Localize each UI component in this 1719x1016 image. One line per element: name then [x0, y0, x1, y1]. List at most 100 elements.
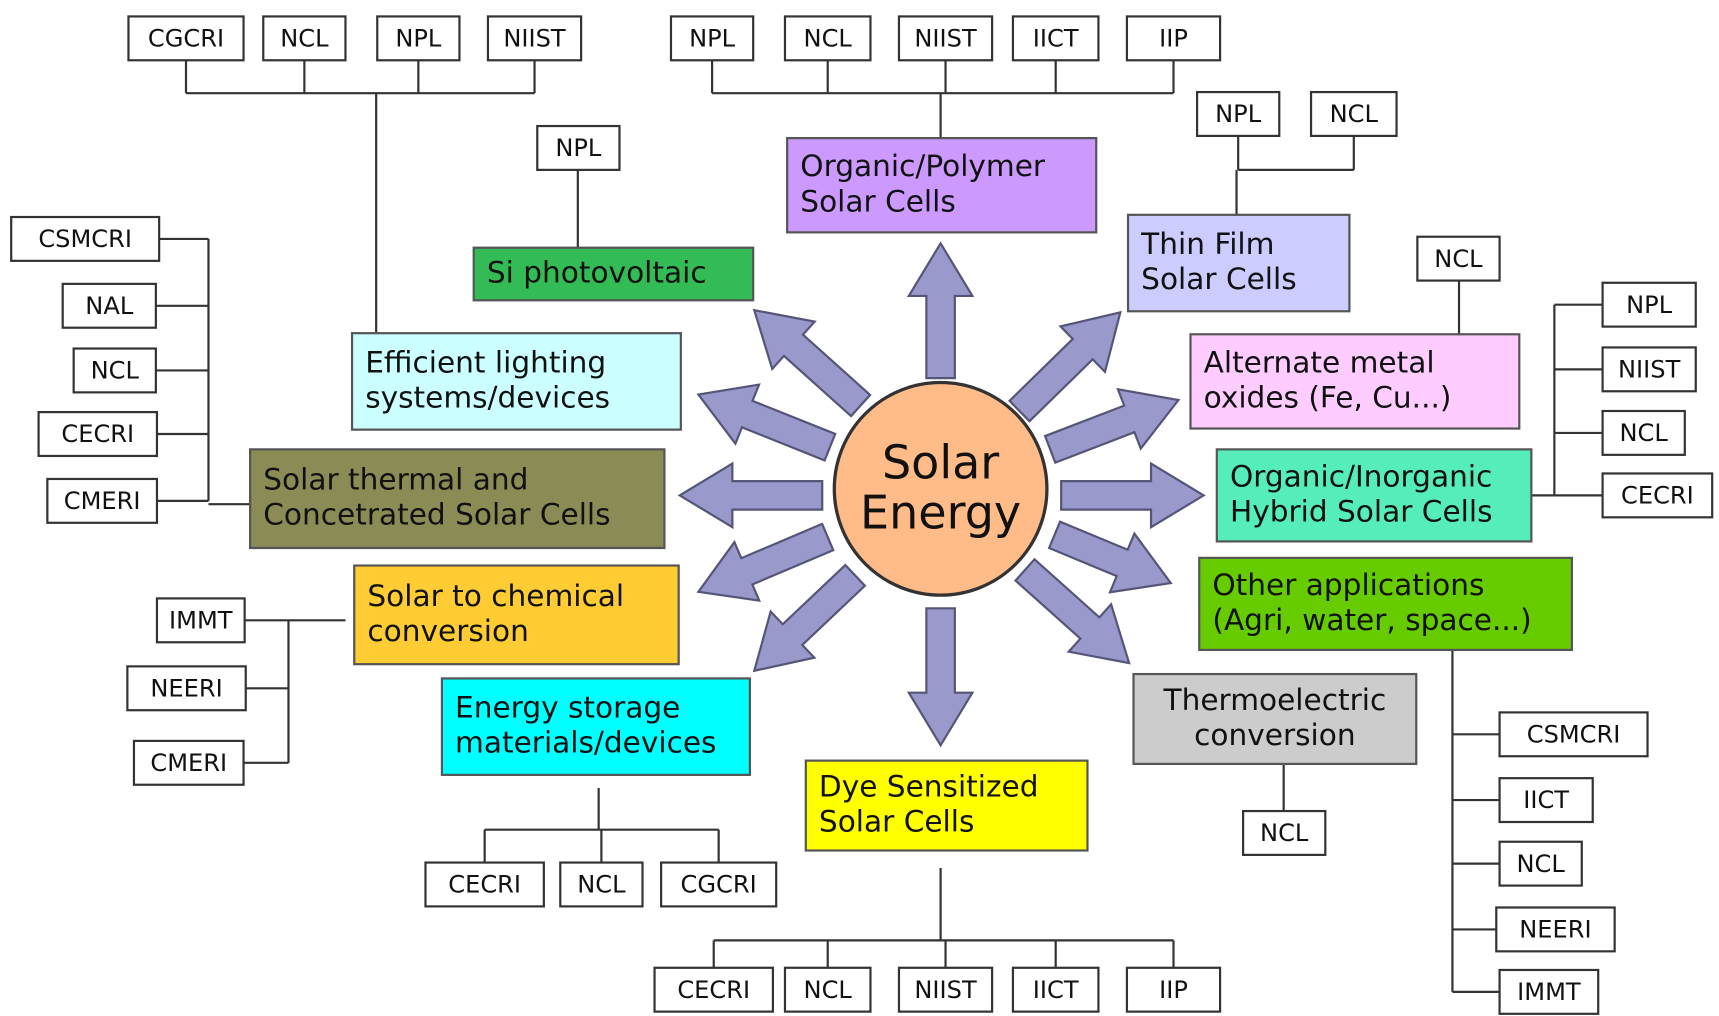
institute-box: [132, 739, 245, 786]
topic-label: Si photovoltaic: [487, 256, 707, 290]
institute-box: [1495, 906, 1616, 953]
topic-label: Solar Cells: [819, 805, 974, 839]
topic-label: Solar Cells: [800, 184, 955, 218]
institute-label: NCL: [91, 357, 140, 385]
institute-label: NCL: [804, 976, 853, 1004]
topic-label: conversion: [367, 614, 528, 648]
institute-label: NPL: [1626, 291, 1673, 319]
institute-label: IMMT: [1517, 978, 1581, 1006]
institute-box: [486, 15, 583, 62]
institute-label: NCL: [1260, 819, 1309, 847]
institute-box: [376, 15, 461, 62]
topic-label: Dye Sensitized: [819, 770, 1039, 804]
institute-box: [559, 861, 644, 908]
topic-label: Organic/Polymer: [800, 149, 1046, 183]
topic-box: [1215, 448, 1533, 543]
institute-box: [1601, 346, 1697, 393]
institute-label: NIIST: [914, 24, 977, 52]
topic-label: Thermoelectric: [1163, 683, 1387, 717]
institute-label: NIIST: [914, 976, 977, 1004]
institute-label: CECRI: [677, 976, 750, 1004]
institute-label: NCL: [1434, 245, 1483, 273]
institute-box: [660, 861, 778, 908]
center-label: Energy: [860, 486, 1021, 540]
topic-label: Efficient lighting: [365, 345, 606, 379]
arrow: [696, 522, 835, 602]
institute-label: NPL: [689, 24, 736, 52]
arrow: [752, 308, 872, 418]
institute-box: [10, 215, 161, 262]
institute-label: NPL: [555, 134, 602, 162]
institute-box: [37, 411, 159, 458]
topic-label: conversion: [1194, 718, 1355, 752]
topic-label: Other applications: [1212, 568, 1484, 602]
institute-box: [1011, 966, 1100, 1013]
institute-box: [1242, 809, 1327, 856]
institute-label: NCL: [1620, 419, 1669, 447]
institute-box: [1601, 472, 1714, 519]
topic-label: Concetrated Solar Cells: [263, 498, 610, 532]
institute-label: IIP: [1159, 976, 1188, 1004]
institute-label: CSMCRI: [1527, 720, 1621, 748]
topic-box: [1126, 213, 1351, 313]
arrow: [696, 383, 837, 462]
institute-label: NCL: [1330, 100, 1379, 128]
arrow: [1043, 387, 1181, 465]
institute-label: CECRI: [61, 420, 134, 448]
topic-label: Solar to chemical: [367, 579, 624, 613]
institute-box: [72, 347, 157, 394]
topic-box: [249, 448, 666, 550]
institute-label: NCL: [577, 871, 626, 899]
institute-box: [424, 861, 545, 908]
topic-label: materials/devices: [455, 726, 716, 760]
topic-box: [1189, 333, 1521, 430]
arrow: [677, 461, 824, 530]
institute-box: [127, 15, 245, 62]
topic-box: [1198, 556, 1574, 652]
institute-box: [262, 15, 347, 62]
institute-label: NIIST: [503, 24, 566, 52]
topic-label: Solar thermal and: [263, 463, 528, 497]
arrow: [1060, 461, 1206, 530]
topic-box: [350, 332, 682, 431]
institute-box: [897, 966, 994, 1013]
arrow: [1008, 310, 1122, 423]
topic-label: Energy storage: [455, 691, 680, 725]
topic-label: Organic/Inorganic: [1230, 459, 1492, 493]
institute-label: IICT: [1033, 24, 1079, 52]
topic-label: Thin Film: [1140, 227, 1274, 261]
topic-label: (Agri, water, space...): [1212, 603, 1531, 637]
institute-label: NCL: [804, 24, 853, 52]
institute-box: [46, 477, 159, 524]
institute-label: IICT: [1033, 976, 1079, 1004]
center-circle: [832, 380, 1049, 597]
arrow: [906, 241, 975, 380]
institute-box: [1125, 15, 1222, 62]
institute-box: [536, 124, 621, 171]
institute-box: [1601, 409, 1686, 456]
arrow: [1047, 520, 1173, 594]
institute-label: NIIST: [1618, 355, 1681, 383]
institute-label: CMERI: [64, 487, 141, 515]
institute-box: [897, 15, 994, 62]
institute-label: NPL: [395, 24, 442, 52]
institute-label: NEERI: [1519, 916, 1591, 944]
institute-label: CGCRI: [681, 871, 757, 899]
topic-label: Alternate metal: [1204, 345, 1435, 379]
institute-box: [1498, 777, 1594, 824]
topic-box: [786, 137, 1098, 234]
institute-label: CECRI: [1621, 481, 1694, 509]
institute-label: NAL: [85, 292, 134, 320]
institute-label: NCL: [280, 24, 329, 52]
topic-label: oxides (Fe, Cu...): [1204, 380, 1452, 414]
institute-label: CMERI: [150, 749, 227, 777]
institute-box: [1498, 840, 1583, 887]
institute-box: [1416, 235, 1501, 282]
topic-box: [440, 677, 751, 776]
institute-box: [1125, 966, 1222, 1013]
institute-box: [155, 597, 246, 644]
institute-label: NPL: [1215, 100, 1262, 128]
institute-box: [126, 665, 247, 712]
